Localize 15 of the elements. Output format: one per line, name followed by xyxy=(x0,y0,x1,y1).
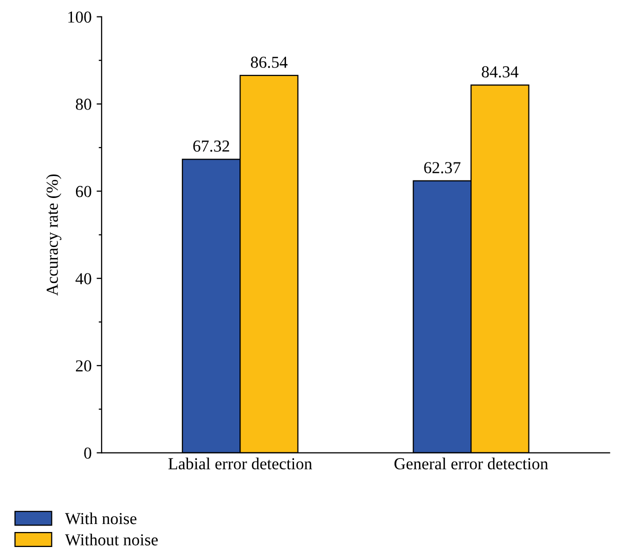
y-axis-title: Accuracy rate (%) xyxy=(46,174,62,296)
y-tick-label: 60 xyxy=(76,186,92,198)
legend-label: With noise xyxy=(65,512,136,524)
x-tick-label: Labial error detection xyxy=(168,458,312,470)
y-tick-label: 100 xyxy=(68,11,92,23)
legend-label: Without noise xyxy=(65,534,158,546)
y-tick-label: 80 xyxy=(76,98,92,110)
x-tick-label: General error detection xyxy=(394,458,548,470)
y-tick-label: 40 xyxy=(76,273,92,284)
y-tick-label: 20 xyxy=(76,360,92,372)
data-label: 86.54 xyxy=(250,56,288,68)
y-tick-label: 0 xyxy=(84,447,92,459)
data-label: 84.34 xyxy=(482,66,518,78)
data-label: 62.37 xyxy=(424,162,460,174)
data-label: 67.32 xyxy=(193,140,230,152)
